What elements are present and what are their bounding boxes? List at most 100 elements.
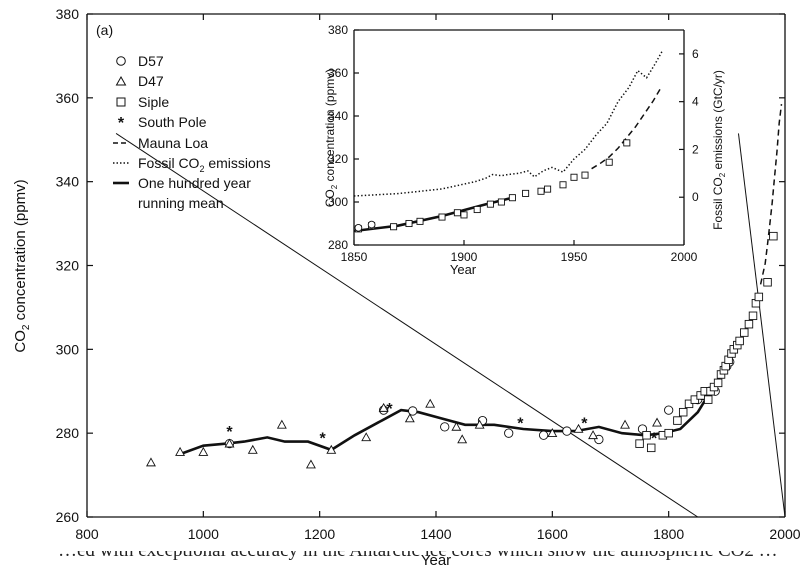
inset-x-tick-label: 1950 xyxy=(561,250,588,264)
inset-right-label-part-2: emissions (GtC/yr) xyxy=(711,70,725,173)
inset-series xyxy=(354,51,663,233)
legend-fossil-part-2: emissions xyxy=(204,155,270,171)
main-point-d47 xyxy=(451,421,462,431)
inset-x-tick-label: 1850 xyxy=(341,250,368,264)
inset-point-siple xyxy=(581,171,589,179)
main-y-tick-label: 380 xyxy=(56,6,80,22)
inset-y-tick-label: 360 xyxy=(328,66,348,80)
main-point-d57 xyxy=(562,426,572,436)
inset-point-siple xyxy=(623,139,631,147)
footer-text: …ed with exceptional accuracy in the Ant… xyxy=(0,551,800,564)
main-point-d47 xyxy=(404,413,415,423)
inset-right-tick-label: 4 xyxy=(692,95,699,109)
inset-series-line-mauna-loa xyxy=(591,85,663,170)
main-y-tick-label: 360 xyxy=(56,90,80,106)
main-x-tick-label: 1200 xyxy=(304,526,335,542)
main-point-siple xyxy=(703,395,713,404)
legend: D57 D47 Siple * South Pole Mauna Loa xyxy=(113,53,271,211)
inset-x-tick-label: 1900 xyxy=(451,250,478,264)
main-y-tick-label: 260 xyxy=(56,509,80,525)
inset-right-tick-label: 2 xyxy=(692,142,699,156)
legend-label-running-mean-2: running mean xyxy=(138,195,224,211)
main-point-d47 xyxy=(247,444,258,454)
main-point-d47 xyxy=(146,457,156,467)
main-y-tick-label: 280 xyxy=(56,425,80,441)
inset-point-siple xyxy=(486,200,494,208)
main-x-tick-label: 800 xyxy=(75,526,99,542)
inset-right-tick-label: 6 xyxy=(692,47,699,61)
panel-label: (a) xyxy=(96,22,113,38)
legend-fossil-part-1: Fossil CO xyxy=(138,155,200,171)
main-y-tick-label: 340 xyxy=(56,174,80,190)
main-point-d47 xyxy=(474,419,485,429)
main-ylabel-part-2: concentration (ppmv) xyxy=(12,179,29,324)
legend-label-d57: D57 xyxy=(138,53,164,69)
main-point-siple xyxy=(735,336,744,346)
inset-right-axis-label: Fossil CO2 emissions (GtC/yr) xyxy=(711,70,727,230)
inset-point-siple xyxy=(416,217,424,225)
legend-item-siple: Siple xyxy=(116,94,169,110)
main-series-line-one-hundred-year-running-mean xyxy=(179,361,728,456)
main-point-d47 xyxy=(457,434,468,444)
inset-right-tick-label: 0 xyxy=(692,190,699,204)
inset-point-siple xyxy=(522,189,530,197)
inset-point-siple xyxy=(559,181,567,189)
inset-point-siple xyxy=(460,211,468,219)
inset-point-siple xyxy=(570,173,578,181)
inset-ticks: 1850 1900 1950 2000 280 300 320 340 360 380 0 2 4 6 xyxy=(328,23,699,264)
zoom-lines xyxy=(115,133,786,518)
main-point-south-pole: * xyxy=(386,401,393,418)
main-y-tick-label: 320 xyxy=(56,258,80,274)
inset-plot: 1850 1900 1950 2000 280 300 320 340 360 380 0 2 4 6 Y… xyxy=(323,23,727,277)
inset-point-siple xyxy=(473,206,481,214)
inset-y-tick-label: 280 xyxy=(328,238,348,252)
main-point-d47 xyxy=(224,438,235,448)
main-ticks: 800 1000 1200 1400 1600 1800 20002602803003203… xyxy=(56,6,800,542)
main-x-tick-label: 2000 xyxy=(769,526,800,542)
inset-point-siple xyxy=(438,213,446,221)
inset-point-siple xyxy=(544,185,552,193)
legend-marker-circle xyxy=(116,56,126,66)
inset-ylabel-subscript: 2 xyxy=(330,184,339,189)
inset-y-axis-label: CO2 concentration (ppmv) xyxy=(323,69,339,208)
main-point-siple xyxy=(740,328,749,337)
legend-item-d47: D47 xyxy=(115,73,164,89)
inset-x-axis-label: Year xyxy=(450,262,477,277)
inset-ylabel-part-1: CO xyxy=(323,189,337,207)
main-point-d47 xyxy=(198,446,209,456)
main-point-d47 xyxy=(620,419,631,429)
main-y-axis-label: CO2 concentration (ppmv) xyxy=(12,179,32,352)
legend-fossil-subscript: 2 xyxy=(199,164,204,174)
main-ylabel-part-1: CO xyxy=(12,330,29,353)
main-point-d57 xyxy=(664,405,674,415)
main-x-tick-label: 1000 xyxy=(188,526,219,542)
main-point-siple xyxy=(748,311,758,321)
inset-background xyxy=(337,28,683,254)
main-x-axis-label: Year xyxy=(421,552,451,567)
inset-point-siple xyxy=(508,194,516,202)
inset-point-siple xyxy=(497,198,505,206)
main-point-d57 xyxy=(504,428,514,438)
inset-y-tick-label: 380 xyxy=(328,23,348,37)
inset-y-tick-label: 300 xyxy=(328,195,348,209)
main-point-siple xyxy=(744,319,754,329)
main-point-d47 xyxy=(361,432,372,442)
legend-item-running-mean: One hundred year running mean xyxy=(113,175,251,211)
main-point-south-pole: * xyxy=(517,416,524,433)
inset-point-d57 xyxy=(354,223,363,232)
main-point-siple xyxy=(678,407,688,417)
main-point-south-pole: * xyxy=(581,416,588,433)
legend-item-d57: D57 xyxy=(116,53,164,69)
inset-point-siple xyxy=(537,187,545,195)
main-point-d47 xyxy=(588,430,599,440)
main-plot: 800 1000 1200 1400 1600 1800 20002602803003203… xyxy=(12,6,800,567)
inset-point-siple xyxy=(405,219,413,228)
main-point-d47 xyxy=(425,398,436,408)
main-x-tick-label: 1800 xyxy=(653,526,684,542)
inset-point-siple xyxy=(605,158,613,166)
main-point-d47 xyxy=(547,428,558,437)
legend-label-fossil: Fossil CO2 emissions xyxy=(138,155,271,174)
legend-item-mauna-loa: Mauna Loa xyxy=(113,135,208,151)
main-x-tick-label: 1400 xyxy=(420,526,451,542)
